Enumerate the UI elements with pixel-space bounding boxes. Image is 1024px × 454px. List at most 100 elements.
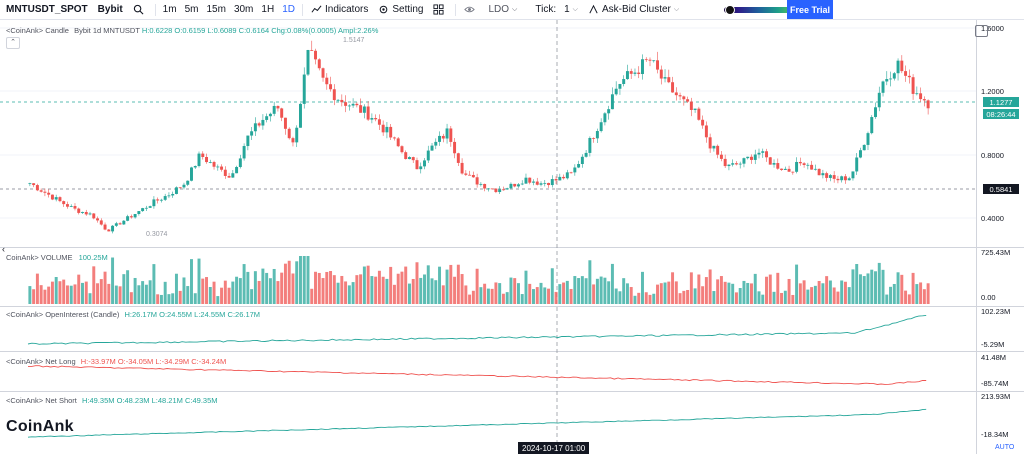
candle-body (558, 176, 562, 181)
candle-body (317, 59, 321, 69)
volume-bar (644, 292, 648, 304)
candle-body (43, 191, 47, 193)
crosshair-time-label: 2024-10-17 01:00 (518, 442, 590, 454)
candle-body (674, 92, 678, 96)
volume-bar (62, 279, 66, 304)
volume-axis[interactable]: 725.43M 0.00 (977, 248, 1024, 306)
candle-body (129, 216, 133, 218)
free-trial-button[interactable]: Free Trial (787, 0, 833, 19)
volume-bar (171, 293, 175, 304)
volume-bar (58, 281, 62, 304)
volume-bar (603, 277, 607, 304)
layout-grid-icon[interactable] (428, 0, 452, 19)
candle-body (535, 181, 539, 185)
candle-body (550, 179, 554, 186)
candle-body (419, 166, 423, 170)
price-axis[interactable]: 1.6000 1.2000 0.8000 0.4000 (977, 20, 1024, 247)
interval-30m[interactable]: 30m (233, 4, 254, 15)
volume-bar (483, 283, 487, 304)
volume-pane-collapse-icon[interactable]: ‹ (2, 244, 5, 254)
candle-body (610, 94, 614, 110)
candle-body (73, 206, 77, 209)
candle-body (806, 164, 810, 166)
interval-1d[interactable]: 1D (282, 4, 295, 15)
candle-body (701, 119, 705, 126)
candle-body (156, 199, 160, 201)
candle-body (870, 117, 874, 134)
volume-bar (205, 277, 208, 304)
chevron-down-icon: ⌵ (572, 5, 578, 13)
volume-bar (73, 284, 77, 304)
gradient-slider-left-handle[interactable] (725, 4, 736, 15)
volume-bar (268, 278, 272, 304)
volume-bar (238, 278, 242, 304)
candle-body (434, 141, 438, 146)
search-icon[interactable] (128, 0, 152, 19)
candle-body (257, 123, 261, 126)
interval-1h[interactable]: 1H (261, 4, 275, 15)
tick-label: Tick: (535, 4, 557, 15)
volume-bar (915, 284, 919, 304)
legend-symbol: Bybit 1d MNTUSDT (74, 26, 140, 35)
candle-body (648, 59, 652, 61)
candle-body (299, 103, 302, 128)
candle-body (50, 194, 54, 200)
volume-bar (911, 272, 915, 304)
netlong-axis[interactable]: 41.48M -85.74M (977, 352, 1024, 391)
candle-body (212, 162, 216, 167)
exchange-label[interactable]: Bybit (97, 4, 123, 15)
volume-bar (584, 278, 588, 304)
volume-bar (738, 288, 742, 304)
volume-bar (543, 287, 547, 304)
volume-bar (622, 278, 626, 304)
indicators-button[interactable]: Indicators (306, 0, 373, 19)
volume-bar (389, 266, 393, 304)
netlong-axis-top: 41.48M (981, 353, 1007, 362)
volume-bar (843, 281, 847, 304)
indicators-icon (311, 5, 322, 13)
candle-body (592, 137, 596, 139)
candle-body (415, 160, 419, 170)
candle-body (885, 79, 889, 82)
eye-icon[interactable] (459, 0, 483, 19)
volume-bar (129, 292, 133, 304)
volume-bar (430, 278, 434, 304)
volume-bar (535, 287, 539, 304)
candle-body (276, 105, 280, 109)
setting-button[interactable]: Setting (373, 0, 428, 19)
candle-body (671, 82, 675, 93)
netshort-legend: <CoinAnk> Net Short H:49.35M O:48.23M L:… (6, 396, 218, 405)
auto-scale-button[interactable]: AUTO (995, 444, 1015, 451)
candle-body (708, 137, 712, 149)
collapse-legend-icon[interactable]: ⌃ (6, 37, 20, 49)
candle-body (682, 96, 686, 100)
volume-bar (573, 276, 577, 304)
price-tick: 1.6000 (981, 24, 1004, 33)
ldo-selector[interactable]: LDO ⌵ (483, 0, 522, 19)
volume-bar (152, 264, 156, 304)
volume-bar (595, 278, 599, 304)
netshort-axis[interactable]: 213.93M -18.34M (977, 392, 1024, 442)
volume-bar (174, 273, 178, 304)
candle-body (543, 182, 547, 184)
volume-bar (396, 273, 400, 304)
volume-bar (167, 294, 171, 304)
tick-selector[interactable]: Tick: 1 ⌵ (530, 0, 583, 19)
ask-bid-cluster-button[interactable]: Ask-Bid Cluster ⌵ (583, 0, 684, 19)
volume-bar (505, 292, 509, 304)
netshort-legend-high: H:49.35M (81, 396, 115, 405)
candle-body (851, 171, 855, 179)
volume-bar (550, 268, 554, 304)
netshort-legend-open: O:48.23M (116, 396, 150, 405)
oi-axis[interactable]: 102.23M -5.29M (977, 307, 1024, 351)
interval-5m[interactable]: 5m (184, 4, 199, 15)
candle-body (426, 150, 430, 161)
symbol-label[interactable]: MNTUSDT_SPOT (6, 4, 88, 15)
interval-1m[interactable]: 1m (162, 4, 177, 15)
candle-body (881, 81, 885, 93)
interval-15m[interactable]: 15m (206, 4, 226, 15)
screenshot-icon[interactable] (975, 25, 988, 37)
volume-bar (107, 283, 111, 304)
volume-bar (806, 289, 810, 304)
